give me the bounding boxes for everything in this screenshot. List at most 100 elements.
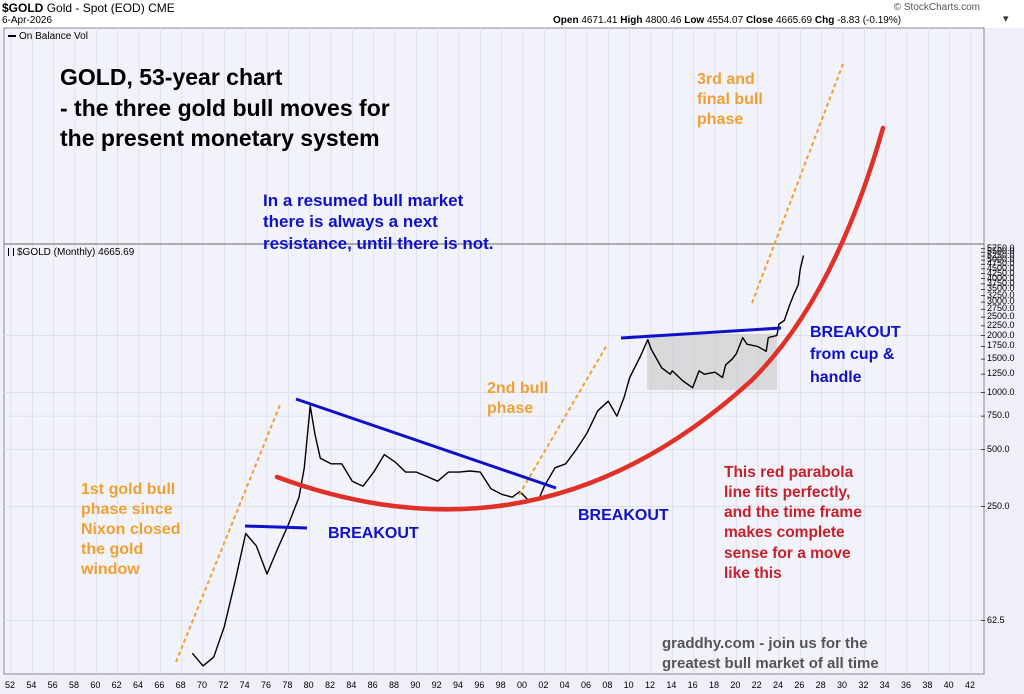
high-value: 4800.46 bbox=[645, 15, 682, 26]
x-tick-label: 98 bbox=[495, 680, 506, 690]
parabola-note: This red parabola line fits perfectly, a… bbox=[724, 464, 862, 582]
y-tick-label: 3500.0 bbox=[987, 283, 1015, 294]
x-tick-label: 36 bbox=[901, 680, 912, 690]
y-tick-label: 5250.0 bbox=[987, 250, 1015, 261]
breakout-label-3: BREAKOUT from cup & handle bbox=[810, 324, 901, 386]
x-tick-label: 64 bbox=[133, 680, 144, 690]
cup-handle-resistance-line bbox=[620, 326, 782, 340]
y-tick-label: 1750.0 bbox=[987, 340, 1015, 351]
obv-panel-label: On Balance Vol bbox=[8, 31, 88, 42]
y-tick-label: 3000.0 bbox=[987, 296, 1015, 307]
x-tick-label: 52 bbox=[5, 680, 16, 690]
resistance-note: In a resumed bull market there is always… bbox=[263, 191, 494, 253]
chg-label: Chg bbox=[814, 15, 835, 26]
x-tick-label: 62 bbox=[111, 680, 122, 690]
chg-value: -8.83 (-0.19%) bbox=[837, 15, 902, 26]
x-tick-label: 08 bbox=[602, 680, 613, 690]
x-tick-label: 14 bbox=[666, 680, 677, 690]
resistance-downtrend-line bbox=[295, 397, 557, 490]
credit-note: graddhy.com - join us for the greatest b… bbox=[662, 635, 879, 672]
orange-trend-line-1 bbox=[175, 404, 281, 663]
y-tick-label: 3750.0 bbox=[987, 277, 1015, 288]
orange-trend-line-2 bbox=[518, 344, 608, 496]
y-tick-label: 2000.0 bbox=[987, 329, 1015, 340]
close-label: Close bbox=[745, 15, 774, 26]
breakout-label-2: BREAKOUT bbox=[578, 507, 669, 524]
red-parabola bbox=[274, 125, 886, 512]
exchange: CME bbox=[148, 1, 175, 15]
x-tick-label: 88 bbox=[389, 680, 400, 690]
y-gridlines bbox=[4, 335, 984, 621]
y-tick-label: 250.0 bbox=[987, 500, 1010, 511]
y-tick-label: 1250.0 bbox=[987, 368, 1015, 379]
x-tick-label: 68 bbox=[175, 680, 186, 690]
x-tick-label: 00 bbox=[517, 680, 528, 690]
y-tick-label: 5500.0 bbox=[987, 246, 1015, 257]
x-tick-label: 54 bbox=[26, 680, 37, 690]
y-tick-label: 4250.0 bbox=[987, 267, 1015, 278]
chevron-down-icon[interactable]: ▾ bbox=[1003, 13, 1009, 25]
close-value: 4665.69 bbox=[775, 15, 813, 26]
x-tick-label: 26 bbox=[794, 680, 805, 690]
y-tick-label: 1500.0 bbox=[987, 353, 1015, 364]
y-tick-label: 4000.0 bbox=[987, 272, 1015, 283]
y-tick-label: 62.5 bbox=[987, 614, 1005, 625]
cup-handle-box bbox=[647, 334, 777, 390]
x-tick-label: 92 bbox=[431, 680, 442, 690]
y-tick-marks bbox=[981, 248, 985, 621]
high-label: High bbox=[620, 15, 643, 26]
x-tick-label: 80 bbox=[303, 680, 314, 690]
x-tick-label: 20 bbox=[730, 680, 741, 690]
header-background bbox=[0, 0, 1024, 28]
y-tick-label: 2750.0 bbox=[987, 303, 1015, 314]
y-tick-label: 4500.0 bbox=[987, 262, 1015, 273]
x-tick-label: 30 bbox=[837, 680, 848, 690]
x-tick-label: 96 bbox=[474, 680, 485, 690]
x-tick-label: 34 bbox=[879, 680, 890, 690]
y-tick-label: 2500.0 bbox=[987, 311, 1015, 322]
x-tick-label: 76 bbox=[261, 680, 272, 690]
x-tick-label: 56 bbox=[47, 680, 58, 690]
x-tick-label: 72 bbox=[218, 680, 229, 690]
x-tick-label: 04 bbox=[559, 680, 570, 690]
y-tick-label: 5000.0 bbox=[987, 254, 1015, 265]
x-tick-label: 78 bbox=[282, 680, 293, 690]
x-tick-label: 70 bbox=[197, 680, 208, 690]
third-phase-label: 3rd and final bull phase bbox=[697, 71, 763, 128]
ohlc-readout: Open 4671.41 High 4800.46 Low 4554.07 Cl… bbox=[553, 15, 901, 26]
x-tick-label: 12 bbox=[645, 680, 656, 690]
x-tick-label: 06 bbox=[581, 680, 592, 690]
x-tick-label: 94 bbox=[453, 680, 464, 690]
x-tick-label: 28 bbox=[815, 680, 826, 690]
x-tick-label: 18 bbox=[709, 680, 720, 690]
breakout-line-1 bbox=[244, 524, 308, 530]
breakout-label-1: BREAKOUT bbox=[328, 525, 419, 542]
y-tick-label: 1000.0 bbox=[987, 386, 1015, 397]
orange-trend-line-3 bbox=[751, 63, 844, 304]
obv-legend-swatch bbox=[8, 35, 16, 38]
x-tick-label: 58 bbox=[69, 680, 80, 690]
source-credit: © StockCharts.com bbox=[893, 2, 980, 13]
x-tick-label: 66 bbox=[154, 680, 165, 690]
y-tick-label: 4750.0 bbox=[987, 258, 1015, 269]
price-series-line bbox=[191, 255, 805, 667]
x-tick-label: 90 bbox=[410, 680, 421, 690]
plot-area bbox=[3, 27, 985, 675]
price-legend-icon bbox=[8, 248, 14, 257]
header-symbol-line: $GOLD Gold - Spot (EOD) CME bbox=[2, 1, 175, 15]
x-tick-label: 38 bbox=[922, 680, 933, 690]
symbol-description: Gold - Spot (EOD) bbox=[46, 1, 145, 15]
x-tick-label: 24 bbox=[773, 680, 784, 690]
open-label: Open bbox=[553, 15, 579, 26]
low-label: Low bbox=[684, 15, 705, 26]
y-tick-label: 2250.0 bbox=[987, 319, 1015, 330]
second-phase-label: 2nd bull phase bbox=[487, 380, 549, 417]
x-tick-label: 60 bbox=[90, 680, 101, 690]
price-panel-label: $GOLD (Monthly) 4665.69 bbox=[8, 247, 134, 258]
y-tick-label: 500.0 bbox=[987, 443, 1010, 454]
low-value: 4554.07 bbox=[707, 15, 744, 26]
x-tick-label: 10 bbox=[623, 680, 634, 690]
x-tick-label: 82 bbox=[325, 680, 336, 690]
x-tick-label: 40 bbox=[943, 680, 954, 690]
